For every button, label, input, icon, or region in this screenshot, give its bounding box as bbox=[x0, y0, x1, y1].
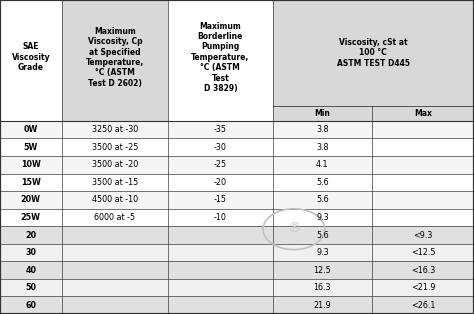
Text: 6000 at -5: 6000 at -5 bbox=[94, 213, 136, 222]
Text: <9.3: <9.3 bbox=[413, 230, 433, 240]
Text: 9.3: 9.3 bbox=[316, 248, 328, 257]
Text: -30: -30 bbox=[214, 143, 227, 152]
Text: 3500 at -25: 3500 at -25 bbox=[92, 143, 138, 152]
Text: 5W: 5W bbox=[24, 143, 38, 152]
Text: 3500 at -20: 3500 at -20 bbox=[92, 160, 138, 169]
Text: ®: ® bbox=[287, 222, 301, 236]
Text: 10W: 10W bbox=[21, 160, 41, 169]
Text: Maximum
Viscosity, Cp
at Specified
Temperature,
°C (ASTM
Test D 2602): Maximum Viscosity, Cp at Specified Tempe… bbox=[86, 27, 144, 88]
Bar bbox=[168, 0, 273, 121]
Text: 4.1: 4.1 bbox=[316, 160, 328, 169]
Text: Min: Min bbox=[314, 109, 330, 118]
Bar bbox=[0, 261, 474, 279]
Text: <16.3: <16.3 bbox=[411, 266, 435, 275]
Bar bbox=[0, 209, 474, 226]
Bar bbox=[273, 0, 474, 121]
Text: Max: Max bbox=[414, 109, 432, 118]
Bar bbox=[0, 121, 474, 138]
Text: 15W: 15W bbox=[21, 178, 41, 187]
Text: Maximum
Borderline
Pumping
Temperature,
°C (ASTM
Test
D 3829): Maximum Borderline Pumping Temperature, … bbox=[191, 22, 249, 93]
Text: 3.8: 3.8 bbox=[316, 125, 328, 134]
Text: 21.9: 21.9 bbox=[313, 301, 331, 310]
Text: <26.1: <26.1 bbox=[411, 301, 435, 310]
Text: 3500 at -15: 3500 at -15 bbox=[92, 178, 138, 187]
Text: 20: 20 bbox=[25, 230, 36, 240]
Bar bbox=[0, 296, 474, 314]
Text: SAE
Viscosity
Grade: SAE Viscosity Grade bbox=[11, 42, 50, 72]
Bar bbox=[0, 244, 474, 261]
Text: 25W: 25W bbox=[21, 213, 41, 222]
Text: 12.5: 12.5 bbox=[313, 266, 331, 275]
Text: 20W: 20W bbox=[21, 195, 41, 204]
Text: Viscosity, cSt at
100 °C
ASTM TEST D445: Viscosity, cSt at 100 °C ASTM TEST D445 bbox=[337, 38, 410, 68]
Text: 5.6: 5.6 bbox=[316, 230, 328, 240]
Text: 9.3: 9.3 bbox=[316, 213, 328, 222]
Text: -25: -25 bbox=[214, 160, 227, 169]
Bar bbox=[0, 174, 474, 191]
Bar bbox=[0, 191, 474, 209]
Text: 3250 at -30: 3250 at -30 bbox=[92, 125, 138, 134]
Text: 16.3: 16.3 bbox=[314, 283, 331, 292]
Bar bbox=[62, 0, 168, 121]
Text: 60: 60 bbox=[25, 301, 36, 310]
Text: 3.8: 3.8 bbox=[316, 143, 328, 152]
Text: 0W: 0W bbox=[24, 125, 38, 134]
Text: 4500 at -10: 4500 at -10 bbox=[92, 195, 138, 204]
Text: 5.6: 5.6 bbox=[316, 178, 328, 187]
Bar bbox=[0, 0, 62, 121]
Bar bbox=[0, 226, 474, 244]
Text: -15: -15 bbox=[214, 195, 227, 204]
Bar bbox=[0, 279, 474, 296]
Text: 5.6: 5.6 bbox=[316, 195, 328, 204]
Text: 50: 50 bbox=[25, 283, 36, 292]
Text: -35: -35 bbox=[214, 125, 227, 134]
Text: 30: 30 bbox=[25, 248, 36, 257]
Bar bbox=[0, 156, 474, 174]
Text: -10: -10 bbox=[214, 213, 227, 222]
Text: <21.9: <21.9 bbox=[411, 283, 435, 292]
Bar bbox=[0, 138, 474, 156]
Text: <12.5: <12.5 bbox=[411, 248, 435, 257]
Text: 40: 40 bbox=[25, 266, 36, 275]
Text: -20: -20 bbox=[214, 178, 227, 187]
